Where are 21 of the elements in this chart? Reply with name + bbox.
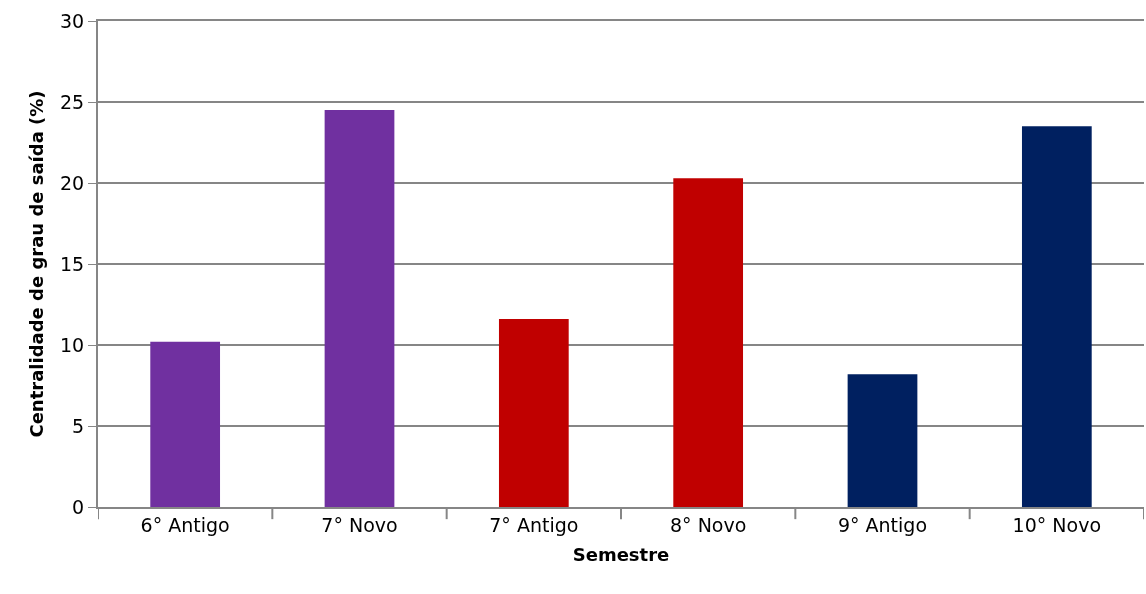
x-tick-label: 10° Novo	[1012, 513, 1102, 536]
x-tick-label: 8° Novo	[670, 513, 747, 536]
y-tick-label: 30	[60, 9, 85, 32]
y-tick-label: 0	[72, 495, 85, 518]
bar	[1021, 126, 1092, 507]
x-tick-label: 7° Novo	[321, 513, 398, 536]
y-tick-label: 25	[60, 90, 85, 113]
y-tick-label: 15	[60, 252, 85, 275]
y-tick-label: 20	[60, 171, 85, 194]
y-tick-label: 10	[60, 333, 85, 356]
bar	[847, 374, 918, 507]
x-tick-label: 7° Antigo	[489, 513, 579, 536]
x-tick-label: 9° Antigo	[837, 513, 928, 536]
bar	[150, 341, 221, 507]
bar	[673, 178, 744, 507]
bar	[498, 319, 569, 507]
x-tick-label: 6° Antigo	[140, 513, 230, 536]
y-axis-title: Centralidade de grau de saída (%)	[25, 90, 47, 438]
x-axis-title: Semestre	[572, 544, 670, 566]
bar	[324, 110, 395, 507]
y-tick-label: 5	[72, 414, 85, 437]
